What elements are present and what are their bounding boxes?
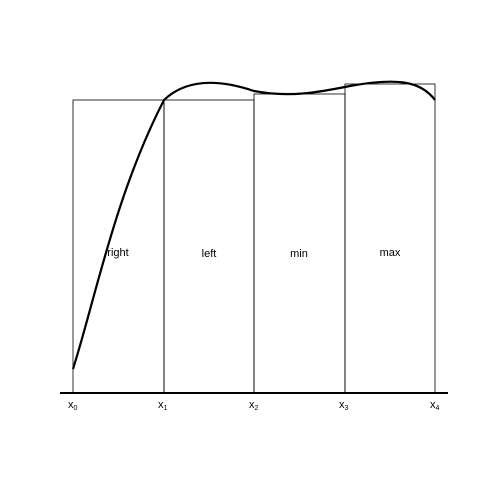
tick-label-x2: x2 — [249, 399, 259, 412]
rectangle-left — [163, 99, 255, 394]
rectangles-group — [72, 83, 436, 394]
rectangle-labels: right left min max — [107, 247, 401, 260]
tick-labels: x0 x1 x2 x3 x4 — [68, 399, 440, 412]
tick-label-x4: x4 — [430, 399, 440, 412]
rectangle-label-left: left — [202, 248, 217, 260]
tick-label-x3: x3 — [339, 399, 349, 412]
rectangle-label-max: max — [380, 247, 401, 259]
function-curve — [71, 80, 436, 370]
rectangle-max — [344, 83, 436, 394]
rectangle-label-right: right — [107, 247, 128, 259]
rectangle-label-min: min — [290, 248, 308, 260]
rectangle-min — [253, 93, 346, 394]
tick-label-x0: x0 — [68, 399, 78, 412]
tick-label-x1: x1 — [158, 399, 168, 412]
